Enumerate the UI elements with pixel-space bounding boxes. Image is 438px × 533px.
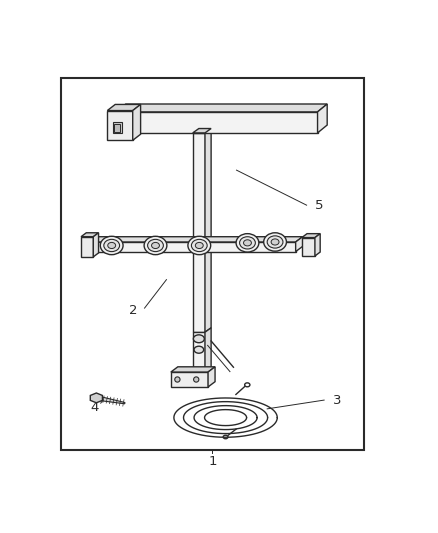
Polygon shape bbox=[193, 128, 211, 133]
Ellipse shape bbox=[108, 243, 116, 248]
Polygon shape bbox=[81, 233, 99, 237]
Ellipse shape bbox=[100, 236, 123, 255]
Bar bbox=[114, 124, 120, 132]
Polygon shape bbox=[171, 367, 215, 372]
Circle shape bbox=[194, 377, 199, 382]
Bar bbox=[61, 78, 364, 450]
Ellipse shape bbox=[195, 243, 203, 248]
Text: 1: 1 bbox=[208, 455, 217, 468]
Ellipse shape bbox=[244, 240, 251, 246]
Text: 5: 5 bbox=[315, 199, 324, 212]
Polygon shape bbox=[81, 237, 93, 257]
Polygon shape bbox=[302, 233, 320, 238]
Circle shape bbox=[175, 377, 180, 382]
Text: 2: 2 bbox=[129, 304, 138, 317]
Polygon shape bbox=[116, 104, 327, 112]
Ellipse shape bbox=[144, 236, 167, 255]
Ellipse shape bbox=[194, 346, 204, 353]
Ellipse shape bbox=[191, 239, 207, 252]
Ellipse shape bbox=[236, 233, 259, 252]
Polygon shape bbox=[318, 104, 327, 133]
Polygon shape bbox=[107, 110, 133, 140]
Ellipse shape bbox=[152, 243, 159, 248]
Polygon shape bbox=[205, 128, 211, 332]
Polygon shape bbox=[92, 237, 303, 242]
Polygon shape bbox=[107, 104, 141, 110]
Polygon shape bbox=[205, 328, 211, 372]
Text: 4: 4 bbox=[90, 401, 99, 414]
Polygon shape bbox=[315, 233, 320, 256]
Text: 3: 3 bbox=[333, 393, 341, 407]
Polygon shape bbox=[302, 238, 315, 256]
Ellipse shape bbox=[271, 239, 279, 245]
Ellipse shape bbox=[194, 335, 204, 343]
Bar bbox=[193, 332, 205, 372]
Polygon shape bbox=[90, 393, 102, 403]
Bar bbox=[92, 242, 296, 252]
Polygon shape bbox=[93, 233, 99, 257]
Ellipse shape bbox=[148, 239, 163, 252]
Ellipse shape bbox=[267, 236, 283, 248]
Ellipse shape bbox=[264, 233, 286, 251]
Polygon shape bbox=[96, 395, 125, 404]
Ellipse shape bbox=[188, 236, 211, 255]
Polygon shape bbox=[296, 237, 303, 252]
Polygon shape bbox=[116, 112, 318, 133]
Polygon shape bbox=[133, 104, 141, 140]
Ellipse shape bbox=[104, 239, 120, 252]
Polygon shape bbox=[171, 372, 208, 387]
Polygon shape bbox=[208, 367, 215, 387]
Ellipse shape bbox=[240, 237, 255, 249]
Bar bbox=[113, 123, 122, 133]
Bar bbox=[193, 133, 205, 332]
